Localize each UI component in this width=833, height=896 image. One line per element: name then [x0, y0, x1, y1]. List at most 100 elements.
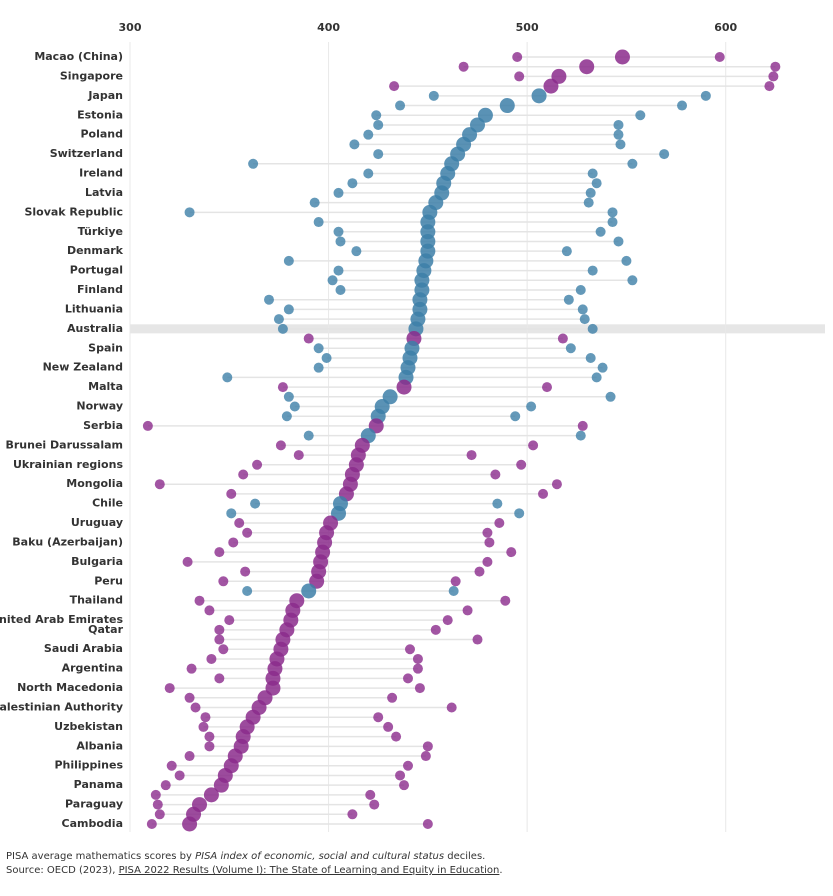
decile-dot: [283, 391, 294, 402]
category-label: North Macedonia: [17, 681, 123, 694]
decile-dot: [510, 411, 521, 422]
decile-dot: [412, 653, 423, 664]
decile-dot: [277, 323, 288, 334]
decile-dot: [250, 498, 261, 509]
decile-dot: [551, 479, 562, 490]
decile-dot: [226, 488, 237, 499]
decile-dot: [575, 430, 586, 441]
decile-dot: [200, 712, 211, 723]
decile-dot: [204, 731, 215, 742]
decile-dot: [240, 566, 251, 577]
decile-dot: [152, 799, 163, 810]
decile-dot: [395, 100, 406, 111]
decile-dot: [563, 294, 574, 305]
category-label: Poland: [80, 128, 123, 141]
mean-dot: [396, 379, 412, 395]
decile-dot: [248, 158, 259, 169]
decile-dot: [369, 799, 380, 810]
decile-dot: [442, 615, 453, 626]
decile-dot: [242, 527, 253, 538]
category-label: New Zealand: [43, 361, 123, 374]
decile-dot: [204, 605, 215, 616]
decile-dot: [349, 139, 360, 150]
category-label: Macao (China): [34, 50, 123, 63]
decile-dot: [587, 265, 598, 276]
decile-dot: [585, 187, 596, 198]
decile-dot: [303, 333, 314, 344]
mean-dot: [213, 777, 229, 793]
category-label: Bulgaria: [71, 555, 123, 568]
decile-dot: [591, 372, 602, 383]
category-label: Paraguay: [65, 798, 123, 811]
category-label: Finland: [77, 283, 123, 296]
decile-dot: [224, 615, 235, 626]
decile-dot: [321, 352, 332, 363]
decile-dot: [506, 547, 517, 558]
decile-dot: [373, 149, 384, 160]
decile-dot: [627, 275, 638, 286]
category-label: Brunei Darussalam: [5, 438, 123, 451]
category-label: Qatar: [88, 623, 123, 636]
decile-dot: [283, 255, 294, 266]
decile-dot: [635, 110, 646, 121]
category-label: Türkiye: [78, 225, 123, 238]
category-label: Ukrainian regions: [13, 458, 123, 471]
decile-dot: [494, 518, 505, 529]
decile-dot: [160, 780, 171, 791]
category-label: Chile: [92, 497, 123, 510]
decile-dot: [214, 547, 225, 558]
source-link[interactable]: PISA 2022 Results (Volume I): The State …: [118, 865, 500, 876]
decile-dot: [150, 789, 161, 800]
decile-dot: [387, 692, 398, 703]
category-label: United Arab Emirates: [0, 613, 123, 626]
category-label: Estonia: [77, 108, 123, 121]
decile-dot: [403, 673, 413, 684]
decile-dot: [186, 663, 197, 674]
decile-dot: [182, 556, 193, 567]
category-label: Lithuania: [65, 302, 123, 315]
decile-dot: [514, 508, 525, 519]
source: Source: OECD (2023), PISA 2022 Results (…: [6, 865, 503, 876]
decile-dot: [198, 721, 209, 732]
decile-dot: [677, 100, 688, 111]
category-label: Albania: [76, 739, 123, 752]
category-label: Switzerland: [50, 147, 123, 160]
decile-dot: [516, 459, 527, 470]
decile-dot: [577, 420, 588, 431]
decile-dot: [313, 217, 324, 228]
decile-dot: [613, 129, 624, 140]
decile-dot: [627, 158, 638, 169]
decile-dot: [621, 255, 632, 266]
decile-dot: [403, 760, 413, 771]
source-text: .: [499, 865, 503, 876]
category-label: Serbia: [83, 419, 123, 432]
category-label: Uruguay: [71, 516, 123, 529]
decile-dot: [482, 527, 493, 538]
decile-dot: [700, 90, 711, 101]
note-text: deciles.: [444, 851, 486, 862]
decile-dot: [585, 352, 596, 363]
category-label: Mongolia: [66, 477, 123, 490]
decile-dot: [184, 207, 195, 218]
decile-dot: [615, 139, 626, 150]
decile-dot: [597, 362, 608, 373]
decile-dot: [458, 61, 469, 72]
decile-dot: [371, 110, 382, 121]
decile-dot: [526, 401, 537, 412]
category-label: Slovak Republic: [24, 205, 123, 218]
note: PISA average mathematics scores by PISA …: [6, 851, 485, 862]
decile-dot: [238, 469, 249, 480]
decile-dot: [252, 459, 263, 470]
decile-dot: [492, 498, 503, 509]
decile-dot: [557, 333, 568, 344]
decile-dot: [363, 129, 374, 140]
decile-dot: [591, 178, 602, 189]
decile-dot: [333, 226, 344, 237]
decile-dot: [414, 683, 425, 694]
decile-dot: [430, 624, 441, 635]
decile-dot: [422, 819, 433, 829]
decile-dot: [373, 119, 384, 130]
decile-dot: [538, 488, 549, 499]
decile-dot: [194, 595, 205, 606]
category-label: Saudi Arabia: [44, 642, 123, 655]
